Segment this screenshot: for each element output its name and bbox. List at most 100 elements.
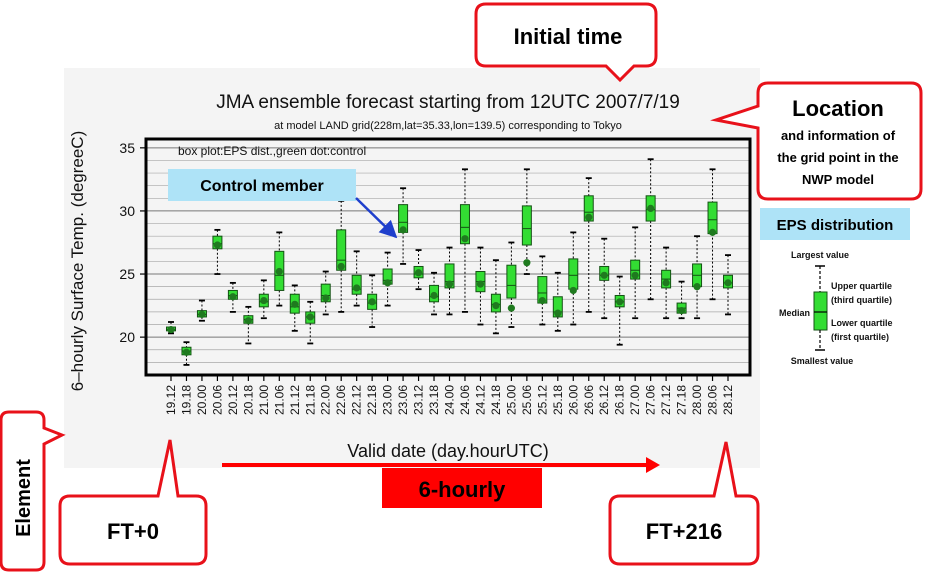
- control-dot: [554, 309, 562, 317]
- control-dot: [507, 304, 515, 312]
- x-tick-label: 20.00: [195, 385, 209, 415]
- control-dot: [677, 307, 686, 315]
- control-member-label-bg: [168, 169, 356, 201]
- control-dot: [523, 259, 531, 267]
- legend-lower-quartile-sub: (first quartile): [831, 332, 889, 342]
- control-dot: [167, 325, 175, 334]
- control-dot: [213, 241, 222, 249]
- control-dot: [182, 348, 191, 356]
- iqr-box: [568, 258, 579, 290]
- iqr-box: [459, 204, 470, 245]
- iqr-box: [506, 264, 517, 299]
- control-dot: [430, 291, 438, 300]
- iqr-box: [444, 263, 455, 289]
- y-axis-label: 6–hourly Surface Temp. (degreeC): [68, 131, 87, 392]
- chart-title: JMA ensemble forecast starting from 12UT…: [216, 92, 680, 113]
- control-dot: [384, 279, 392, 287]
- x-tick-label: 21.12: [288, 385, 302, 415]
- boxes: [166, 158, 733, 366]
- control-dot: [492, 301, 500, 310]
- x-tick-label: 25.00: [504, 385, 518, 415]
- six-hourly-label: 6-hourly: [419, 477, 507, 502]
- legend-upper-quartile: Upper quartile: [831, 281, 892, 291]
- six-hourly-banner: [382, 468, 542, 508]
- inner-note: box plot:EPS dist.,green dot:control: [178, 144, 366, 158]
- plot-background: [64, 68, 760, 468]
- x-tick-label: 25.12: [535, 385, 549, 415]
- x-tick-label: 22.00: [319, 385, 333, 415]
- control-dot: [724, 279, 732, 287]
- control-dot: [662, 279, 670, 287]
- gridlines: [146, 147, 750, 376]
- x-tick-label: 21.06: [272, 385, 286, 415]
- control-member-label: Control member: [200, 178, 324, 195]
- control-dot: [538, 296, 546, 305]
- control-dot: [322, 294, 330, 302]
- plot-frame: [144, 137, 752, 377]
- control-dot: [647, 204, 655, 213]
- location-line-1: and information of: [781, 128, 896, 143]
- legend-smallest: Smallest value: [791, 356, 854, 366]
- initial-time-label: Initial time: [514, 24, 623, 49]
- x-tick-label: 25.18: [551, 385, 565, 415]
- y-tick-label: 20: [119, 329, 135, 345]
- x-tick-label: 24.00: [443, 385, 457, 415]
- y-tick-label: 25: [119, 266, 135, 282]
- legend-lower-quartile: Lower quartile: [831, 318, 893, 328]
- x-tick-label: 22.18: [365, 385, 379, 415]
- control-dot: [476, 280, 485, 288]
- ft-start-label: FT+0: [107, 519, 159, 544]
- x-tick-label: 24.06: [458, 385, 472, 415]
- control-dot: [569, 286, 577, 295]
- eps-legend-diagram: Largest value Upper quartile (third quar…: [779, 250, 893, 366]
- element-label: Element: [13, 459, 35, 537]
- control-dot: [693, 283, 701, 291]
- iqr-box: [583, 195, 594, 222]
- y-tick-label: 35: [119, 140, 135, 156]
- control-dot: [353, 284, 361, 292]
- x-tick-label: 28.00: [690, 385, 704, 415]
- x-tick-label: 23.00: [381, 385, 395, 415]
- control-dot: [244, 317, 252, 325]
- control-dot: [198, 310, 206, 319]
- legend-median: Median: [779, 308, 810, 318]
- x-tick-label: 27.18: [675, 385, 689, 415]
- control-dot: [306, 313, 314, 321]
- control-dot: [616, 298, 624, 306]
- y-ticks: 20 25 30 35: [119, 140, 146, 345]
- x-tick-label: 28.06: [706, 385, 720, 415]
- x-tick-label: 22.12: [350, 385, 364, 415]
- x-tick-label: 20.06: [210, 385, 224, 415]
- x-tick-label: 23.18: [427, 385, 441, 415]
- control-dot: [275, 267, 283, 276]
- control-dot: [414, 269, 423, 277]
- x-tick-label: 26.12: [597, 385, 611, 415]
- control-dot: [399, 226, 407, 234]
- iqr-box: [552, 296, 563, 318]
- element-callout: [0, 410, 66, 572]
- x-tick-label: 23.06: [396, 385, 410, 415]
- ft-end-callout: [608, 441, 760, 566]
- initial-time-callout: [474, 2, 658, 83]
- x-tick-label: 26.06: [582, 385, 596, 415]
- ft-end-label: FT+216: [646, 519, 722, 544]
- chart-subtitle: at model LAND grid(228m,lat=35.33,lon=13…: [274, 120, 622, 132]
- control-dot: [600, 271, 608, 279]
- x-tick-label: 24.18: [489, 385, 503, 415]
- legend-upper-quartile-sub: (third quartile): [831, 295, 892, 305]
- control-dot: [260, 296, 268, 305]
- six-hourly-arrow-head: [646, 457, 660, 473]
- control-dot: [291, 300, 299, 308]
- control-dot: [461, 235, 469, 243]
- x-tick-label: 27.06: [644, 385, 658, 415]
- x-tick-label: 26.00: [566, 385, 580, 415]
- iqr-box: [630, 259, 641, 280]
- iqr-box: [521, 205, 532, 246]
- x-tick-label: 22.06: [334, 385, 348, 415]
- x-axis-label: Valid date (day.hourUTC): [347, 441, 548, 461]
- control-dot: [445, 280, 454, 288]
- location-line-2: the grid point in the: [777, 150, 898, 165]
- control-member-arrow: [355, 197, 398, 239]
- x-tick-label: 27.00: [628, 385, 642, 415]
